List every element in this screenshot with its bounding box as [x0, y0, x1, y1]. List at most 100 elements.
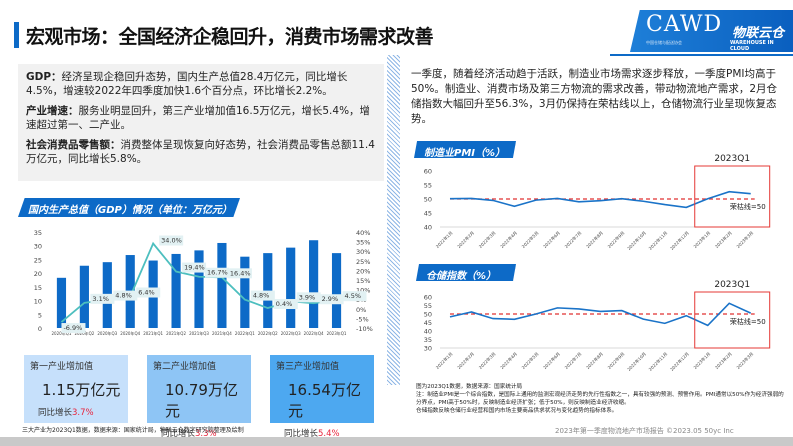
x-tick-label: 2022年8月 — [584, 350, 604, 370]
highlight-box — [694, 291, 771, 349]
data-label-bg — [296, 292, 321, 303]
x-tick-label: 2023年2月 — [713, 229, 733, 249]
y-tick-label: 10 — [34, 298, 42, 306]
growth-data-label: 16.7% — [207, 269, 228, 277]
x-tick-label: 2022年6月 — [542, 229, 562, 249]
x-tick-label: 2022年8月 — [584, 229, 604, 249]
x-tick-label: 2023年1月 — [692, 229, 712, 249]
x-tick-label: 2022年10月 — [626, 229, 648, 251]
note-line: 仓储指数反映仓储行业经营和国内市场主要商品供求状况与变化趋势的指标体系。 — [416, 408, 618, 414]
gdp-bar — [194, 250, 204, 328]
gdp-bar — [240, 256, 250, 328]
y2-tick-label: 40% — [356, 229, 370, 237]
y2-tick-label: 35% — [356, 239, 370, 247]
data-label-bg — [250, 290, 275, 301]
growth-data-label: 4.8% — [253, 292, 270, 300]
growth-data-label: 4.8% — [115, 292, 132, 300]
page-title: 宏观市场：全国经济企稳回升，消费市场需求改善 — [26, 26, 434, 48]
gdp-bar — [217, 242, 227, 328]
summary-retail: 社会消费品零售额：消费整体呈现恢复向好态势，社会消费品零售总额11.4万亿元，同… — [26, 138, 376, 166]
bottom-bar — [0, 437, 793, 446]
industry-box-value: 16.54万亿元 — [288, 381, 361, 420]
growth-data-label: 3.9% — [299, 293, 316, 301]
y-tick-label: 30 — [34, 243, 42, 251]
y2-tick-label: 10% — [356, 287, 370, 295]
gdp-bar — [263, 253, 273, 328]
gdp-chart: 05101520253035-10%-5%0%5%10%15%20%25%30%… — [34, 229, 373, 336]
industry-box-secondary: 第二产业增加值 10.79万亿元 同比增长3.3% — [147, 355, 251, 439]
data-label-bg — [61, 323, 86, 334]
y-tick-label: 20 — [34, 270, 42, 278]
industry-box-title: 第三产业增加值 — [276, 362, 340, 372]
summary-text: 消费整体呈现恢复向好态势，社会消费品零售总额11.4万亿元，同比增长5.8%。 — [26, 139, 375, 165]
decorative-hatch — [387, 55, 400, 385]
summary-label: GDP： — [26, 71, 62, 83]
x-tick-label: 2021年Q4 — [212, 330, 232, 336]
growth-data-label: 16.4% — [230, 269, 251, 277]
note-line: 图为2023Q1数据，数据来源：国家统计局 — [416, 384, 523, 390]
x-tick-label: 2023年3月 — [735, 229, 755, 249]
logo: CAWD 中国仓储与配送协会 物联云仓 WAREHOUSE IN CLOUD — [630, 10, 793, 52]
y-tick-label: 35 — [34, 229, 42, 237]
data-label-bg — [113, 290, 138, 301]
y2-tick-label: -5% — [356, 315, 369, 323]
gdp-chart-title: 国内生产总值（GDP）情况（单位：万亿元） — [18, 198, 240, 217]
x-tick-label: 2022年5月 — [520, 350, 540, 370]
partner-logo: 物联云仓 — [732, 26, 785, 41]
x-tick-label: 2022年Q3 — [281, 330, 301, 336]
warehouse-chart-title: 仓储指数（%） — [416, 264, 516, 281]
x-tick-label: 2022年1月 — [434, 350, 454, 370]
y-tick-label: 60 — [424, 294, 432, 302]
x-tick-label: 2023年2月 — [713, 350, 733, 370]
y-tick-label: 0 — [38, 325, 42, 333]
y-tick-label: 50 — [424, 196, 432, 204]
x-tick-label: 2022年5月 — [520, 229, 540, 249]
data-label-bg — [319, 294, 344, 305]
note-line: 注：制造业PMI是一个综合指数，是国际上通用的监测宏观经济走势的先行性指数之一，… — [416, 392, 784, 406]
y-tick-label: 40 — [424, 224, 432, 232]
summary-text: 服务业明显回升，第三产业增加值16.5万亿元，增长5.4%，增速超过第一、二产业… — [26, 105, 371, 131]
y2-tick-label: -10% — [356, 325, 373, 333]
gdp-bar — [286, 247, 296, 328]
data-label-bg — [90, 293, 115, 304]
x-tick-label: 2022年Q4 — [304, 330, 324, 336]
data-label-bg — [273, 299, 298, 310]
data-label-bg — [159, 235, 184, 246]
y-tick-label: 55 — [424, 302, 432, 310]
footer-text: 2023年第一季度物流地产市场报告 ©2023.05 50yc Inc — [555, 427, 734, 435]
x-tick-label: 2022年3月 — [477, 350, 497, 370]
summary-text: 经济呈现企稳回升态势，国内生产总值28.4万亿元，同比增长4.5%，增速较202… — [26, 71, 348, 97]
chart-notes: 图为2023Q1数据，数据来源：国家统计局 注：制造业PMI是一个综合指数，是国… — [416, 383, 786, 415]
reference-label: 荣枯线=50 — [730, 202, 766, 211]
x-tick-label: 2022年4月 — [499, 229, 519, 249]
x-tick-label: 2021年Q1 — [143, 330, 163, 336]
industry-box-title: 第二产业增加值 — [153, 362, 217, 372]
x-tick-label: 2020年Q4 — [120, 330, 140, 336]
partner-logo-sub: WAREHOUSE IN CLOUD — [730, 40, 774, 52]
y2-tick-label: 30% — [356, 248, 370, 256]
growth-data-label: 34.0% — [161, 237, 182, 245]
summary-gdp: GDP：经济呈现企稳回升态势，国内生产总值28.4万亿元，同比增长4.5%，增速… — [26, 70, 376, 98]
market-commentary: 一季度，随着经济活动趋于活跃，制造业市场需求逐步释放，一季度PMI均高于 50%… — [411, 68, 778, 125]
growth-value: 3.3% — [195, 429, 217, 439]
industry-box-growth: 同比增长3.7% — [38, 406, 122, 418]
y2-tick-label: 20% — [356, 267, 370, 275]
data-label-bg — [205, 267, 229, 278]
growth-data-label: 2.9% — [322, 295, 339, 303]
x-tick-label: 2022年Q2 — [258, 330, 278, 336]
industry-box-value: 10.79万亿元 — [165, 381, 238, 420]
industry-box-primary: 第一产业增加值 1.15万亿元 同比增长3.7% — [24, 355, 128, 423]
gdp-bar — [79, 265, 89, 328]
growth-data-label: 19.4% — [184, 264, 205, 272]
y-tick-label: 15 — [34, 284, 42, 292]
growth-data-label: -6.9% — [63, 324, 82, 332]
x-tick-label: 2020年Q3 — [97, 330, 117, 336]
highlight-box — [694, 165, 771, 228]
summary-industry: 产业增速：服务业明显回升，第三产业增加值16.5万亿元，增长5.4%，增速超过第… — [26, 104, 376, 132]
highlight-label: 2023Q1 — [714, 154, 750, 164]
y-tick-label: 40 — [424, 328, 432, 336]
x-tick-label: 2021年Q3 — [189, 330, 209, 336]
data-label-bg — [182, 262, 207, 273]
x-tick-label: 2022年10月 — [626, 350, 648, 372]
